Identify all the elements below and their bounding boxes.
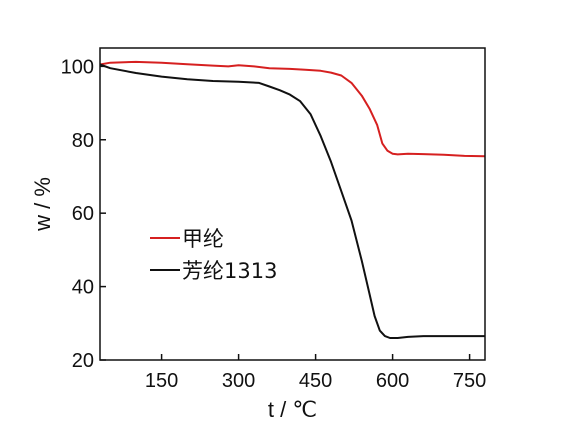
x-axis-label: t / ℃ — [268, 397, 317, 422]
x-tick-label: 750 — [453, 370, 486, 392]
y-tick-label: 100 — [61, 56, 94, 78]
ticks-layer: 150 300 450 600 750 20 40 60 80 100 — [61, 56, 487, 392]
y-tick-label: 60 — [72, 203, 94, 225]
x-tick-label: 450 — [299, 370, 332, 392]
y-tick-label: 80 — [72, 130, 94, 152]
y-tick-label: 40 — [72, 277, 94, 299]
series-layer — [99, 60, 486, 339]
x-tick-label: 600 — [376, 370, 409, 392]
plot-frame — [99, 47, 486, 361]
y-tick-label: 20 — [72, 350, 94, 372]
y-axis-label: w / % — [30, 177, 55, 232]
x-tick-label: 300 — [222, 370, 255, 392]
legend-label-fanglun-1313: 芳纶1313 — [182, 259, 277, 283]
x-tick-label: 150 — [145, 370, 178, 392]
series-line-1 — [99, 63, 485, 339]
legend-label-jialun: 甲纶 — [182, 227, 224, 251]
series-line-0 — [99, 60, 486, 158]
legend: 甲纶 芳纶1313 — [150, 227, 277, 283]
